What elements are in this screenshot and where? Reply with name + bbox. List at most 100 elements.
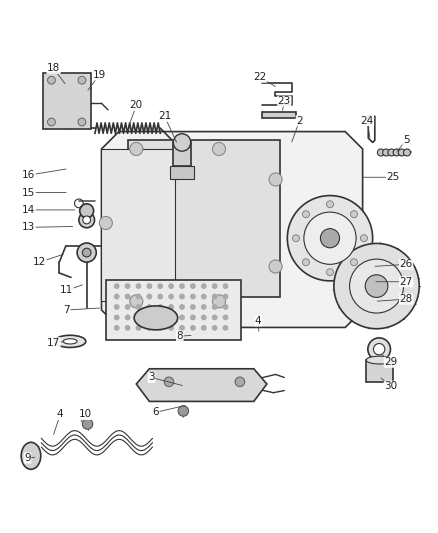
Circle shape [403,149,410,156]
Circle shape [169,305,173,309]
Polygon shape [366,360,393,382]
Circle shape [169,284,173,288]
Polygon shape [173,142,191,166]
Circle shape [223,315,228,320]
Circle shape [326,201,333,208]
Text: 20: 20 [130,100,143,110]
Text: 28: 28 [399,294,413,304]
Text: 16: 16 [22,170,35,180]
Circle shape [136,315,141,320]
Circle shape [360,235,367,241]
Text: 21: 21 [158,111,171,122]
Circle shape [235,377,245,386]
Circle shape [180,326,184,330]
Circle shape [79,212,95,228]
Circle shape [125,315,130,320]
Text: 17: 17 [47,338,60,348]
Circle shape [201,315,206,320]
Circle shape [83,216,91,224]
Text: 6: 6 [152,407,159,417]
Circle shape [350,259,403,313]
Polygon shape [102,149,176,301]
Circle shape [201,305,206,309]
Polygon shape [170,166,194,180]
Circle shape [398,149,405,156]
Text: 10: 10 [79,409,92,419]
Circle shape [287,196,373,281]
Circle shape [136,294,141,298]
Circle shape [180,294,184,298]
Circle shape [303,259,310,265]
Circle shape [180,315,184,320]
Circle shape [130,142,143,156]
Circle shape [147,315,152,320]
Circle shape [180,305,184,309]
Circle shape [201,294,206,298]
Circle shape [136,284,141,288]
Text: 12: 12 [33,257,46,267]
Text: 23: 23 [278,96,291,106]
Ellipse shape [366,356,393,364]
Circle shape [78,76,86,84]
Circle shape [212,326,217,330]
Circle shape [115,294,119,298]
Circle shape [47,76,55,84]
Circle shape [334,244,419,329]
Circle shape [158,326,162,330]
Circle shape [350,211,357,217]
Text: 22: 22 [254,72,267,82]
Circle shape [78,118,86,126]
Ellipse shape [134,306,178,330]
Circle shape [125,326,130,330]
Ellipse shape [54,335,86,348]
Circle shape [125,284,130,288]
Text: 24: 24 [360,116,374,126]
Text: 13: 13 [22,222,35,232]
Circle shape [365,275,388,297]
Circle shape [212,142,226,156]
Text: 26: 26 [399,260,413,269]
Circle shape [169,294,173,298]
Circle shape [223,284,228,288]
Circle shape [293,235,300,241]
Circle shape [158,305,162,309]
Circle shape [136,305,141,309]
Circle shape [326,269,333,276]
Text: 25: 25 [386,172,400,182]
Circle shape [99,216,113,230]
Circle shape [191,326,195,330]
Text: 19: 19 [93,70,106,80]
Circle shape [169,326,173,330]
Circle shape [393,149,400,156]
Circle shape [115,305,119,309]
Circle shape [191,305,195,309]
Circle shape [368,338,391,360]
Text: 29: 29 [384,357,398,367]
Circle shape [212,305,217,309]
Circle shape [304,212,356,264]
Circle shape [212,315,217,320]
Circle shape [47,118,55,126]
Circle shape [383,149,390,156]
Circle shape [158,284,162,288]
Circle shape [191,294,195,298]
Text: 4: 4 [57,409,64,419]
Circle shape [388,149,395,156]
Circle shape [158,315,162,320]
Circle shape [321,229,339,248]
Circle shape [269,173,282,186]
Circle shape [82,419,93,429]
Circle shape [173,134,191,151]
Text: 9: 9 [24,453,31,463]
Circle shape [82,248,91,257]
Circle shape [158,294,162,298]
Circle shape [223,305,228,309]
Text: 3: 3 [148,373,155,383]
Circle shape [180,284,184,288]
Circle shape [191,315,195,320]
Circle shape [269,260,282,273]
Text: 30: 30 [385,381,397,391]
Text: 27: 27 [399,277,413,287]
Text: 7: 7 [64,305,70,315]
Circle shape [378,149,385,156]
